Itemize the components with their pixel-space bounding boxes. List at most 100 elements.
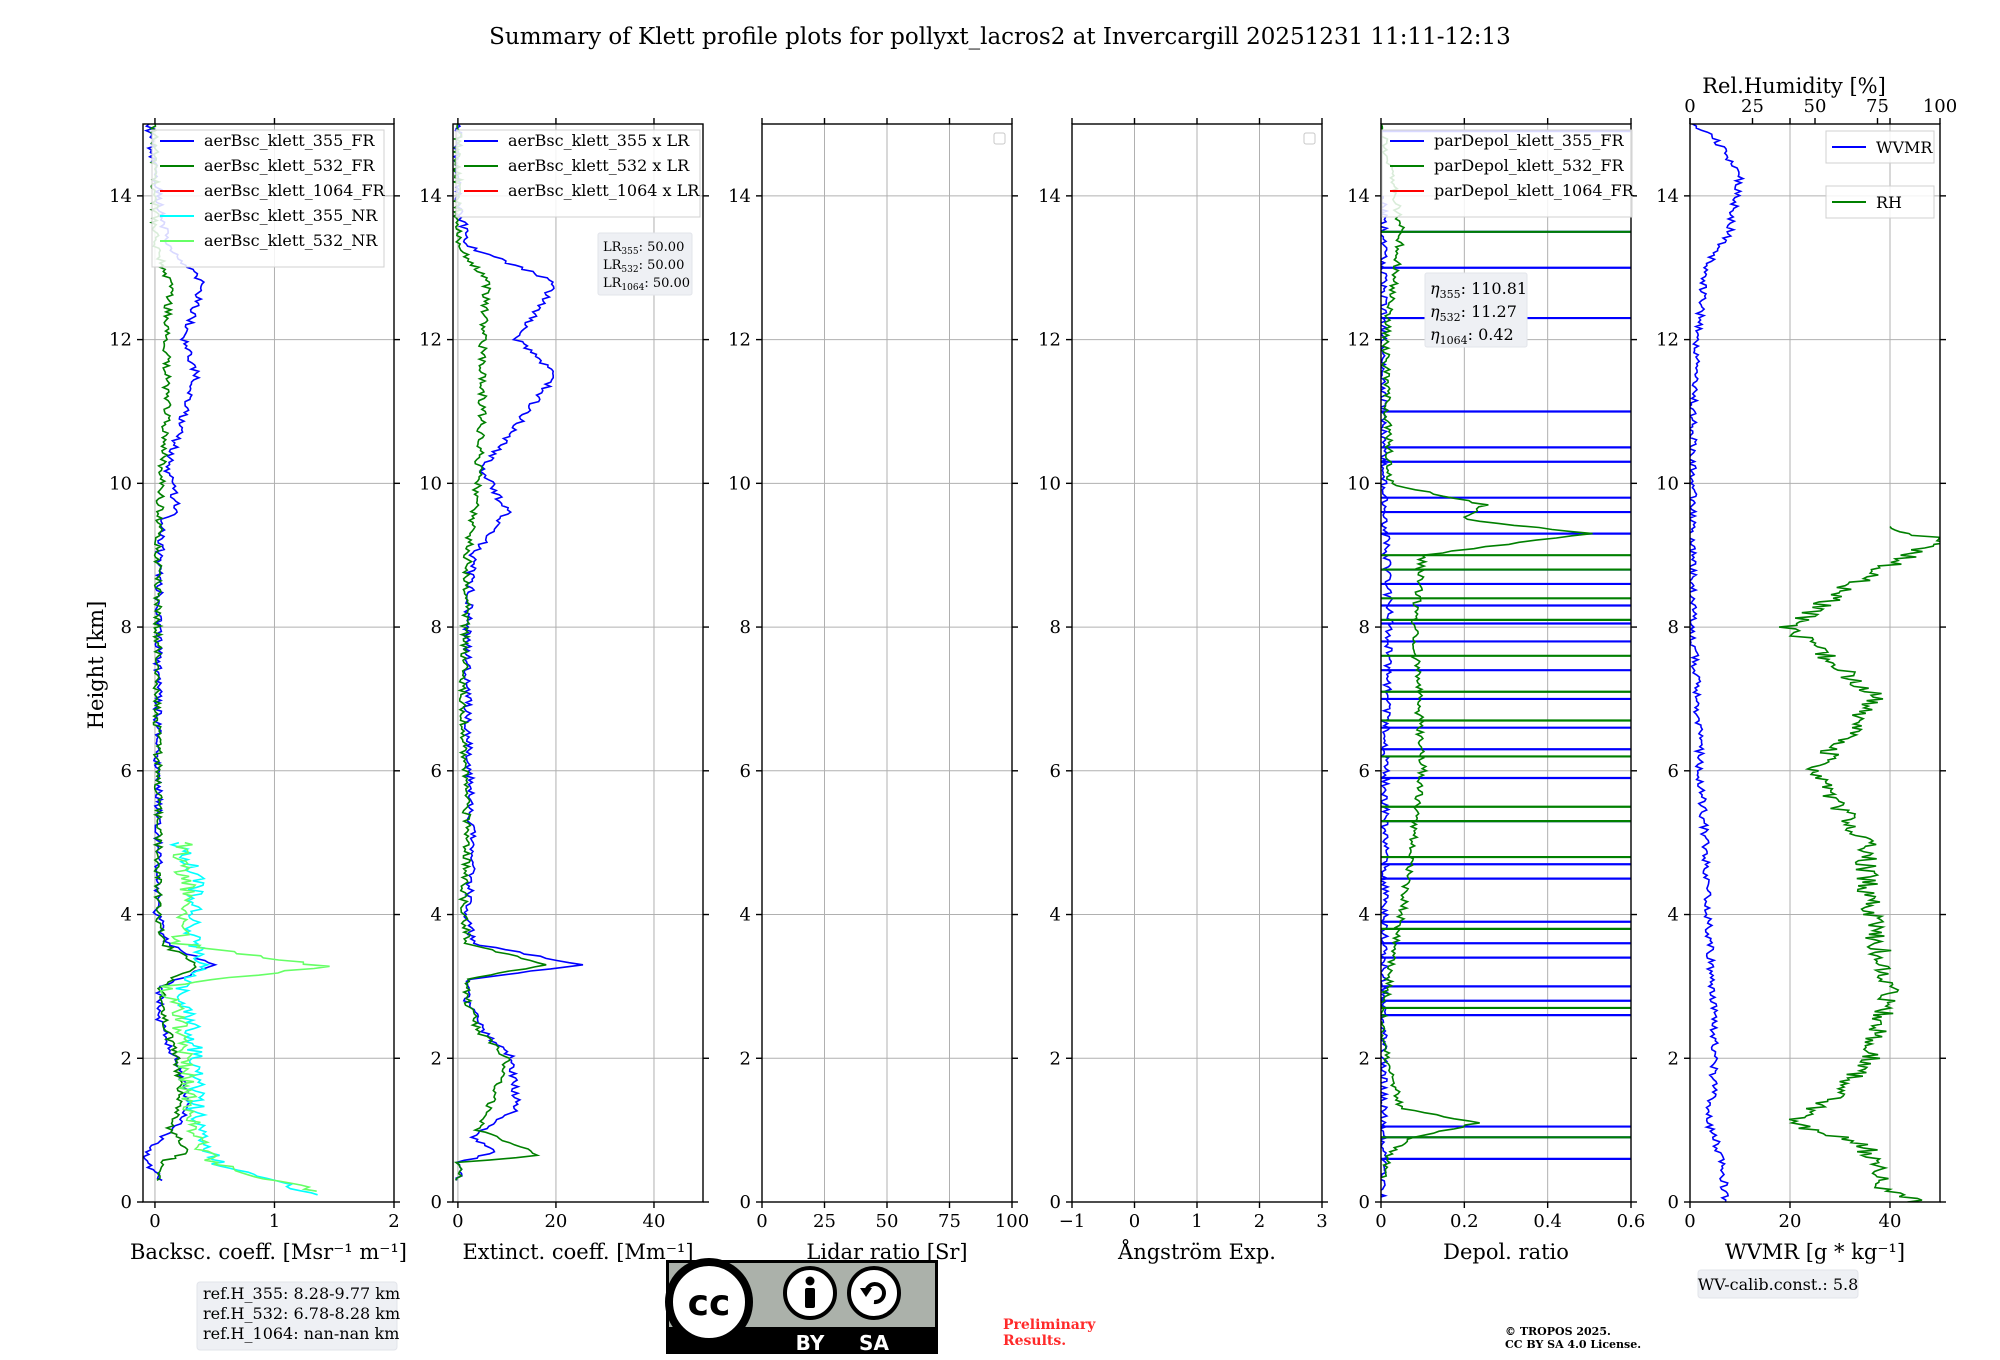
legend-entry: aerBsc_klett_1064_FR <box>204 181 386 200</box>
series-line-aerBsc_klett_355 x LR <box>453 124 584 1181</box>
ref-h-1064: ref.H_1064: nan-nan km <box>203 1324 399 1343</box>
legend-entry: aerBsc_klett_355_FR <box>204 131 375 150</box>
legend-entry: aerBsc_klett_532_NR <box>204 231 378 250</box>
y-tick-label: 10 <box>1038 473 1061 494</box>
by-person-body <box>805 1288 815 1308</box>
y-tick-label: 4 <box>1668 905 1679 926</box>
plot-frame <box>1380 123 1632 1203</box>
y-tick-label: 10 <box>109 473 132 494</box>
wv-calib-const: WV-calib.const.: 5.8 <box>1698 1275 1859 1294</box>
x-tick-label: 0 <box>149 1211 160 1232</box>
x2-tick-label: 0 <box>1684 96 1695 117</box>
legend: aerBsc_klett_355 x LR aerBsc_klett_532 x … <box>455 129 701 218</box>
x-tick-label: 75 <box>938 1211 961 1232</box>
y-tick-label: 12 <box>109 330 132 351</box>
y-tick-label: 2 <box>1359 1048 1370 1069</box>
y-tick-label: 4 <box>1050 905 1061 926</box>
x-tick-label: 0 <box>452 1211 463 1232</box>
y-tick-label: 10 <box>1347 473 1370 494</box>
x-tick-label: 1 <box>1191 1211 1202 1232</box>
ref-h-532: ref.H_532: 6.78-8.28 km <box>203 1304 400 1323</box>
x-axis-label: Depol. ratio <box>1443 1240 1569 1264</box>
y-tick-label: 12 <box>728 330 751 351</box>
y-tick-label: 10 <box>1656 473 1679 494</box>
y-tick-label: 0 <box>1359 1192 1370 1213</box>
plot-frame <box>1689 123 1941 1203</box>
y-tick-label: 0 <box>121 1192 132 1213</box>
y-tick-label: 14 <box>1347 186 1370 207</box>
y-tick-label: 0 <box>431 1192 442 1213</box>
plot-frame <box>142 123 395 1203</box>
x2-tick-label: 75 <box>1866 96 1889 117</box>
y-tick-label: 0 <box>1050 1192 1061 1213</box>
series-line-WVMR <box>1690 124 1746 1202</box>
sa-arrow-head <box>860 1288 872 1297</box>
y-tick-label: 14 <box>1656 186 1679 207</box>
x-tick-label: 2 <box>1254 1211 1265 1232</box>
copyright-line1: © TROPOS 2025. <box>1505 1325 1611 1338</box>
x-tick-label: 0.6 <box>1617 1211 1646 1232</box>
series-line-aerBsc_klett_532_FR <box>149 124 197 1182</box>
legend-entry: aerBsc_klett_532 x LR <box>508 156 690 175</box>
y-tick-label: 12 <box>419 330 442 351</box>
lr-532: LR532: 50.00 <box>603 258 684 275</box>
lidar-ratio-box: LR355: 50.00 LR532: 50.00 LR1064: 50.00 <box>597 232 693 296</box>
plot-area <box>143 124 330 1196</box>
x-tick-label: 20 <box>544 1211 567 1232</box>
x-tick-label: −1 <box>1059 1211 1086 1232</box>
panel-6: 0 20 40 0 2 4 6 8 10 12 14 0 25 50 75 100 WVMR [g * kg⁻¹… <box>1656 96 1957 1264</box>
legend-box <box>1381 129 1633 218</box>
legend-box <box>455 129 701 218</box>
legend-entry: aerBsc_klett_355_NR <box>204 206 378 225</box>
y-tick-label: 10 <box>419 473 442 494</box>
x-tick-label: 1 <box>269 1211 280 1232</box>
x-tick-label: 50 <box>876 1211 899 1232</box>
x-axis-label: Backsc. coeff. [Msr⁻¹ m⁻¹] <box>130 1240 407 1264</box>
sa-arrow-icon <box>864 1282 886 1305</box>
legend: parDepol_klett_355_FR parDepol_klett_532_… <box>1381 129 1635 218</box>
plot-area <box>1381 124 1631 1200</box>
y-tick-label: 2 <box>1668 1048 1679 1069</box>
y-tick-label: 2 <box>1050 1048 1061 1069</box>
series-line-aerBsc_klett_532_NR <box>159 841 330 1192</box>
ref-h-355: ref.H_355: 8.28-9.77 km <box>203 1284 400 1303</box>
y-tick-label: 8 <box>1668 617 1679 638</box>
legend-entry: aerBsc_klett_355 x LR <box>508 131 690 150</box>
y-tick-label: 0 <box>740 1192 751 1213</box>
x-tick-label: 0 <box>1129 1211 1140 1232</box>
x2-tick-label: 25 <box>1741 96 1764 117</box>
preliminary-line1: Preliminary <box>1003 1317 1096 1333</box>
lr-355: LR355: 50.00 <box>603 240 684 257</box>
y-tick-label: 10 <box>728 473 751 494</box>
x-tick-label: 0 <box>1684 1211 1695 1232</box>
figure-title: Summary of Klett profile plots for polly… <box>489 24 1511 50</box>
preliminary-line2: Results. <box>1003 1333 1066 1349</box>
reference-height-box: ref.H_355: 8.28-9.77 km ref.H_532: 6.78-… <box>196 1281 400 1351</box>
x-tick-label: 3 <box>1316 1211 1327 1232</box>
series-line-aerBsc_klett_532 x LR <box>453 124 547 1181</box>
series-line-RH <box>1779 526 1940 1202</box>
series-line-aerBsc_klett_355_FR <box>143 124 218 1182</box>
x-tick-label: 40 <box>1879 1211 1902 1232</box>
y-tick-label: 4 <box>121 905 132 926</box>
legend-box <box>151 129 385 268</box>
y-tick-label: 2 <box>740 1048 751 1069</box>
legend-entry: parDepol_klett_1064_FR <box>1434 181 1635 200</box>
legend-entry: RH <box>1876 193 1902 212</box>
y-tick-label: 8 <box>431 617 442 638</box>
y-tick-label: 14 <box>419 186 442 207</box>
legend-entry: aerBsc_klett_532_FR <box>204 156 375 175</box>
empty-legend-icon <box>993 132 1006 145</box>
cc-license-badge: cc BY SA <box>665 1258 938 1355</box>
y-tick-label: 6 <box>121 761 132 782</box>
empty-legend-icon <box>1303 132 1316 145</box>
legend-entry: parDepol_klett_532_FR <box>1434 156 1625 175</box>
y-tick-label: 2 <box>121 1048 132 1069</box>
lr-1064: LR1064: 50.00 <box>603 276 690 293</box>
y-tick-label: 14 <box>1038 186 1061 207</box>
x2-tick-label: 50 <box>1804 96 1827 117</box>
y-tick-label: 8 <box>1050 617 1061 638</box>
